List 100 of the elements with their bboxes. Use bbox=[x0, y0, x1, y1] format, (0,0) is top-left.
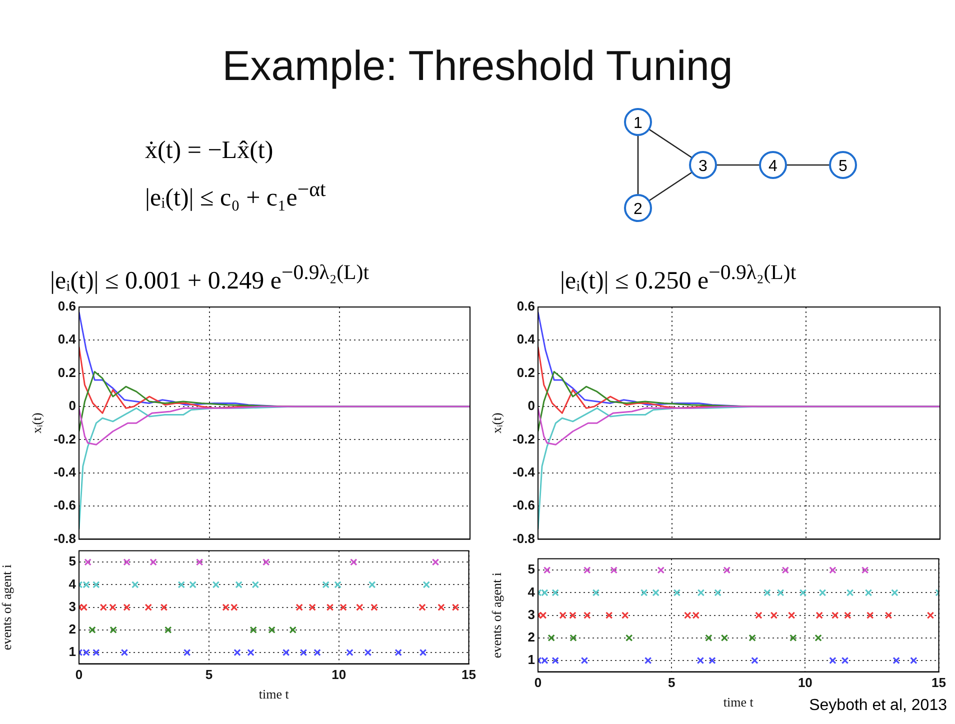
x-axis-title: time t bbox=[258, 686, 290, 702]
point bbox=[452, 604, 460, 611]
y-axis-title: xᵢ(t) bbox=[29, 412, 44, 434]
point bbox=[100, 604, 108, 611]
point bbox=[368, 581, 376, 588]
point bbox=[864, 589, 872, 596]
point bbox=[183, 648, 191, 656]
point bbox=[132, 581, 139, 588]
point bbox=[543, 566, 551, 574]
point bbox=[755, 612, 762, 619]
point bbox=[799, 589, 807, 596]
point bbox=[340, 604, 347, 611]
y-tick-label: -0.4 bbox=[54, 464, 77, 480]
x-tick-label: 10 bbox=[798, 675, 812, 690]
y-tick-label: 1 bbox=[68, 644, 76, 660]
point bbox=[621, 612, 629, 619]
point bbox=[592, 589, 600, 596]
point bbox=[605, 612, 613, 619]
y-tick-label: 2 bbox=[68, 621, 76, 636]
point bbox=[84, 558, 92, 566]
y-tick-label: -0.2 bbox=[512, 431, 535, 446]
point bbox=[82, 648, 90, 656]
point bbox=[751, 656, 758, 664]
y-tick-label: 2 bbox=[528, 629, 535, 644]
y-axis-title: events of agent i bbox=[0, 564, 14, 650]
point bbox=[892, 656, 900, 664]
point bbox=[814, 634, 822, 642]
point bbox=[584, 612, 591, 619]
y-tick-label: 0 bbox=[528, 398, 535, 414]
y-axis-title: xᵢ(t) bbox=[489, 412, 504, 434]
point bbox=[394, 648, 402, 656]
point bbox=[764, 589, 771, 596]
y-axis-title: events of agent i bbox=[489, 572, 504, 658]
point bbox=[548, 634, 555, 642]
y-tick-label: 0.2 bbox=[516, 364, 535, 380]
point bbox=[891, 589, 898, 596]
point bbox=[770, 612, 778, 619]
y-tick-label: 5 bbox=[68, 554, 76, 569]
y-tick-label: 3 bbox=[528, 606, 535, 622]
point bbox=[314, 648, 321, 656]
point bbox=[720, 634, 728, 642]
point bbox=[552, 589, 559, 596]
point bbox=[356, 604, 364, 611]
point bbox=[625, 634, 633, 642]
point bbox=[697, 589, 705, 596]
point bbox=[250, 626, 257, 634]
graph-diagram: 1 2 3 4 5 bbox=[622, 106, 882, 226]
point bbox=[790, 634, 797, 642]
point bbox=[222, 604, 230, 611]
point bbox=[714, 589, 722, 596]
point bbox=[364, 648, 372, 656]
point bbox=[346, 648, 354, 656]
point bbox=[196, 558, 204, 566]
x-axis-title: time t bbox=[723, 694, 754, 710]
point bbox=[178, 581, 186, 588]
point bbox=[289, 626, 296, 634]
point bbox=[230, 604, 238, 611]
point bbox=[910, 656, 918, 664]
point bbox=[610, 566, 618, 574]
point bbox=[776, 589, 784, 596]
point bbox=[110, 626, 117, 634]
point bbox=[841, 656, 849, 664]
point bbox=[782, 566, 790, 574]
point bbox=[818, 589, 826, 596]
point bbox=[640, 589, 648, 596]
point bbox=[829, 566, 836, 574]
text: Example: Threshold Tuning bbox=[221, 42, 734, 90]
point bbox=[123, 604, 130, 611]
point bbox=[559, 612, 566, 619]
point bbox=[644, 656, 652, 664]
point bbox=[370, 604, 378, 611]
point bbox=[282, 648, 290, 656]
point bbox=[160, 604, 168, 611]
point bbox=[692, 612, 700, 619]
y-tick-label: 0.6 bbox=[516, 298, 535, 314]
y-tick-label: -0.8 bbox=[512, 530, 535, 546]
point bbox=[296, 604, 303, 611]
y-tick-label: 0 bbox=[68, 398, 76, 414]
point bbox=[268, 626, 276, 634]
point bbox=[164, 626, 172, 634]
point bbox=[92, 648, 100, 656]
point bbox=[438, 604, 445, 611]
y-tick-label: 3 bbox=[68, 598, 76, 614]
point bbox=[570, 634, 577, 642]
point bbox=[422, 581, 430, 588]
point bbox=[418, 604, 426, 611]
point bbox=[926, 612, 934, 619]
point bbox=[829, 656, 836, 664]
point bbox=[788, 612, 796, 619]
point bbox=[212, 581, 220, 588]
point bbox=[705, 634, 712, 642]
y-tick-label: -0.6 bbox=[512, 498, 535, 513]
point bbox=[144, 604, 152, 611]
x-tick-label: 5 bbox=[205, 667, 213, 682]
point bbox=[109, 604, 116, 611]
point bbox=[846, 589, 854, 596]
point bbox=[235, 581, 242, 588]
y-tick-label: -0.2 bbox=[54, 431, 76, 446]
text: ẋ(t) = −Lx̂(t) bbox=[145, 137, 274, 165]
point bbox=[120, 648, 128, 656]
